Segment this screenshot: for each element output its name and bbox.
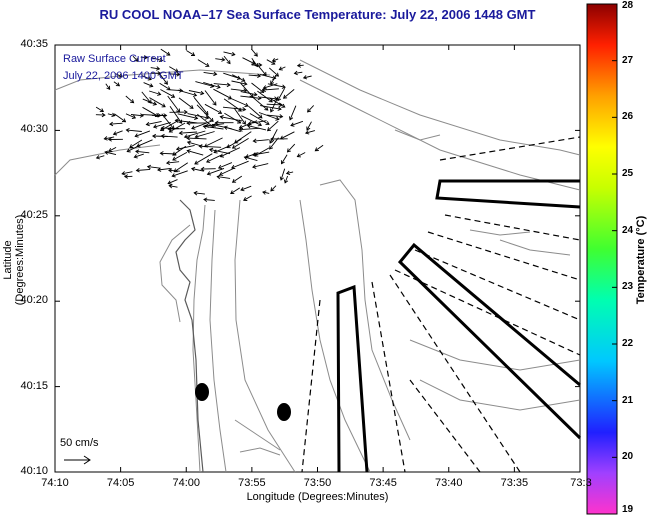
colorbar-tick-label: 24 (622, 225, 633, 236)
chart-title: RU COOL NOAA–17 Sea Surface Temperature:… (55, 7, 580, 22)
buoy-marker (277, 403, 291, 421)
x-tick-label: 73:45 (358, 477, 408, 489)
colorbar-tick-label: 27 (622, 55, 633, 66)
colorbar-tick-label: 19 (622, 504, 633, 515)
buoy-marker (195, 383, 209, 401)
colorbar-tick-label: 26 (622, 111, 633, 122)
x-tick-label: 74:05 (96, 477, 146, 489)
y-axis-label: Latitude (Degrees:Minutes) (2, 195, 26, 325)
colorbar-tick-label: 20 (622, 451, 633, 462)
colorbar-label: Temperature (°C) (635, 195, 647, 325)
y-tick-label: 40:15 (2, 380, 48, 392)
colorbar-tick-label: 22 (622, 338, 633, 349)
y-tick-label: 40:10 (2, 465, 48, 477)
plot-frame (55, 45, 580, 472)
x-tick-label: 74:10 (30, 477, 80, 489)
x-tick-label: 73:40 (424, 477, 474, 489)
y-tick-label: 40:35 (2, 38, 48, 50)
colorbar-tick-label: 25 (622, 168, 633, 179)
colorbar-tick-label: 23 (622, 281, 633, 292)
colorbar-tick-label: 21 (622, 395, 633, 406)
legend-line-2: July 22, 2006 1400 GMT (63, 70, 183, 82)
legend-line-1: Raw Surface Current (63, 53, 166, 65)
y-tick-label: 40:30 (2, 123, 48, 135)
colorbar (587, 4, 617, 514)
x-tick-label: 74:00 (161, 477, 211, 489)
x-tick-label: 73:55 (227, 477, 277, 489)
colorbar-tick-label: 28 (622, 0, 633, 11)
x-tick-label: 73:3 (566, 477, 596, 489)
x-axis-label: Longitude (Degrees:Minutes) (55, 491, 580, 503)
x-tick-label: 73:50 (293, 477, 343, 489)
x-tick-label: 73:35 (489, 477, 539, 489)
scale-label: 50 cm/s (60, 437, 99, 449)
